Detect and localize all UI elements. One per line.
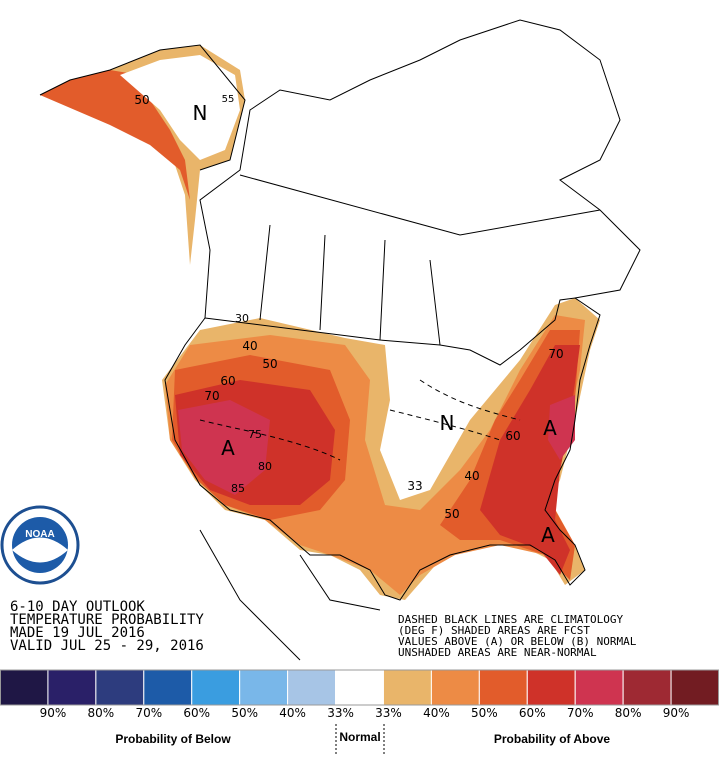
climatology-lines (199, 379, 521, 461)
legend-swatch (430, 669, 480, 706)
legend-swatch (143, 669, 193, 706)
legend-swatch (478, 669, 528, 706)
note-line: UNSHADED AREAS ARE NEAR-NORMAL (398, 646, 597, 659)
legend-swatch (239, 669, 289, 706)
legend-label: 90% (40, 706, 67, 720)
map-label: A (541, 523, 555, 547)
map-label: 50 (262, 357, 277, 371)
map-label: 55 (222, 94, 235, 105)
map-label: 33 (407, 479, 422, 493)
alaska-dark (40, 70, 190, 200)
map-label: 70 (548, 347, 563, 361)
legend-label: 90% (663, 706, 690, 720)
below-title: Probability of Below (115, 732, 231, 746)
map-label: 85 (231, 482, 245, 495)
header-line: TEMPERATURE PROBABILITY (10, 612, 204, 628)
map-label: N (440, 411, 455, 435)
legend-swatch (287, 669, 337, 706)
legend-label: 40% (423, 706, 450, 720)
noaa-logo: NOAA (0, 505, 80, 585)
map-label: 70 (204, 389, 219, 403)
above-title: Probability of Above (494, 732, 611, 746)
map-label: 50 (134, 93, 149, 107)
legend-label: 60% (183, 706, 210, 720)
map-label: 50 (444, 507, 459, 521)
map-label: A (543, 416, 557, 440)
header-line: 6-10 DAY OUTLOOK (10, 599, 145, 615)
legend-label: 70% (567, 706, 594, 720)
map-label: 30 (235, 312, 249, 325)
alaska-outline (39, 44, 246, 171)
map-label: 40 (242, 339, 257, 353)
legend-label: 80% (88, 706, 115, 720)
legend-label: 33% (375, 706, 402, 720)
us-outline (164, 297, 601, 601)
legend-swatch (526, 669, 576, 706)
legend-label: 50% (471, 706, 498, 720)
notes: DASHED BLACK LINES ARE CLIMATOLOGY(DEG F… (398, 613, 637, 659)
header-line: VALID JUL 25 - 29, 2016 (10, 638, 204, 654)
map-label: 40 (464, 469, 479, 483)
legend-label: 70% (135, 706, 162, 720)
legend-swatch (95, 669, 145, 706)
note-line: DASHED BLACK LINES ARE CLIMATOLOGY (398, 613, 624, 626)
map-label: 60 (505, 429, 520, 443)
shade-60 (175, 345, 580, 575)
legend-label: 33% (327, 706, 354, 720)
map-label: 60 (220, 374, 235, 388)
legend-label: 80% (615, 706, 642, 720)
legend-label: 40% (279, 706, 306, 720)
legend-swatch (335, 669, 384, 706)
canada-outline (199, 19, 641, 319)
map-label: N (193, 101, 208, 125)
logo-text: NOAA (25, 529, 54, 540)
legend-swatch (622, 669, 672, 706)
map-label: 80 (258, 460, 272, 473)
legend: 90% 80% 70% 60% 50% 40% 33% 33% 40% 50% 60% 70% 80% 9… (0, 669, 719, 720)
legend-label: 60% (519, 706, 546, 720)
legend-swatch (670, 669, 719, 706)
legend-swatch (191, 669, 241, 706)
note-line: VALUES ABOVE (A) OR BELOW (B) NORMAL (398, 635, 637, 648)
note-line: (DEG F) SHADED AREAS ARE FCST (398, 624, 590, 637)
header-line: MADE 19 JUL 2016 (10, 625, 145, 641)
normal-title: Normal (339, 730, 380, 744)
legend-swatch (574, 669, 624, 706)
map-label: 75 (248, 428, 262, 441)
legend-swatch (47, 669, 97, 706)
legend-label: 50% (231, 706, 258, 720)
alaska-normal (120, 55, 240, 160)
map-label: A (221, 436, 235, 460)
shade-70 (178, 395, 575, 495)
legend-swatch (382, 669, 432, 706)
legend-swatch (0, 669, 49, 706)
boundaries (199, 174, 601, 661)
